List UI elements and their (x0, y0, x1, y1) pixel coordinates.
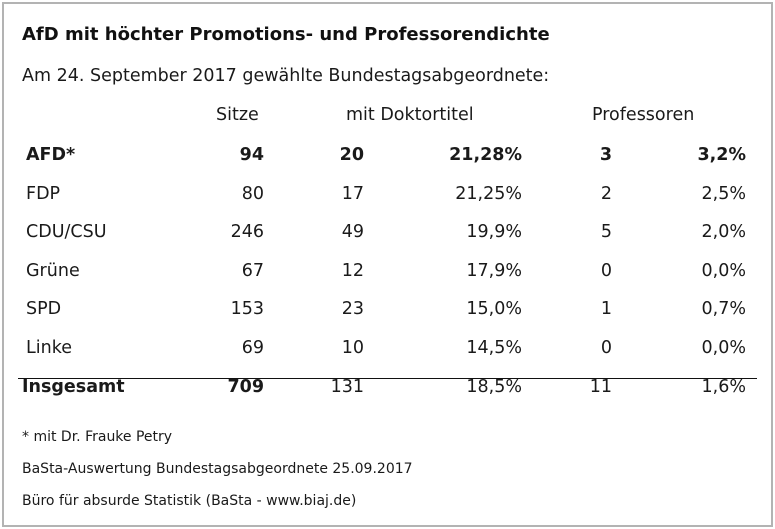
prof-pct-value: 0,7% (701, 299, 746, 319)
prof-value: 3 (599, 145, 612, 165)
total-divider (18, 378, 757, 379)
dr-value: 10 (341, 337, 364, 358)
party-name: SPD (26, 299, 62, 319)
dr-value: 20 (339, 145, 364, 165)
page-title: AfD mit höchter Promotions- und Professo… (22, 24, 550, 45)
total-dr: 131 (330, 377, 364, 397)
dr-pct-value: 14,5% (466, 337, 522, 358)
table-row: AFD* 94 20 21,28% 3 3,2% (4, 136, 771, 174)
sitze-value: 94 (239, 145, 264, 165)
dr-value: 12 (341, 260, 364, 281)
subtitle: Am 24. September 2017 gewählte Bundestag… (22, 66, 550, 86)
dr-value: 17 (341, 183, 364, 204)
sitze-value: 67 (241, 260, 264, 281)
footnote: * mit Dr. Frauke Petry (22, 429, 173, 445)
party-name: CDU/CSU (26, 222, 107, 242)
prof-value: 1 (600, 299, 612, 319)
dr-value: 49 (341, 222, 364, 242)
source-line-2: Büro für absurde Statistik (BaSta - www.… (22, 493, 357, 509)
prof-pct-value: 0,0% (701, 337, 746, 358)
sitze-value: 246 (230, 222, 264, 242)
table-row: FDP 80 17 21,25% 2 2,5% (4, 175, 771, 213)
sitze-value: 80 (241, 183, 264, 204)
party-name: Linke (26, 337, 72, 358)
prof-value: 2 (600, 183, 612, 204)
dr-pct-value: 17,9% (466, 260, 522, 281)
prof-pct-value: 2,0% (701, 222, 746, 242)
column-header-doktortitel: mit Doktortitel (346, 105, 474, 125)
table-row: CDU/CSU 246 49 19,9% 5 2,0% (4, 213, 771, 251)
column-header-professoren: Professoren (592, 105, 695, 125)
sitze-value: 69 (241, 337, 264, 358)
source-line-1: BaSta-Auswertung Bundestagsabgeordnete 2… (22, 461, 413, 477)
party-name: AFD* (26, 145, 76, 165)
dr-pct-value: 21,28% (449, 145, 522, 165)
dr-value: 23 (341, 299, 364, 319)
prof-pct-value: 3,2% (697, 145, 746, 165)
total-sitze: 709 (227, 377, 264, 397)
prof-value: 5 (600, 222, 612, 242)
party-name: FDP (26, 183, 61, 204)
total-label: Insgesamt (22, 377, 125, 397)
table-row: Linke 69 10 14,5% 0 0,0% (4, 329, 771, 367)
column-header-sitze: Sitze (216, 105, 259, 125)
total-prof-pct: 1,6% (701, 377, 746, 397)
party-name: Grüne (26, 260, 80, 281)
total-dr-pct: 18,5% (466, 377, 522, 397)
total-row: Insgesamt 709 131 18,5% 11 1,6% (4, 368, 771, 406)
dr-pct-value: 19,9% (466, 222, 522, 242)
prof-value: 0 (600, 260, 612, 281)
total-prof: 11 (589, 377, 612, 397)
prof-pct-value: 2,5% (701, 183, 746, 204)
dr-pct-value: 21,25% (455, 183, 522, 204)
table-row: Grüne 67 12 17,9% 0 0,0% (4, 252, 771, 290)
prof-pct-value: 0,0% (701, 260, 746, 281)
dr-pct-value: 15,0% (466, 299, 522, 319)
prof-value: 0 (600, 337, 612, 358)
table-row: SPD 153 23 15,0% 1 0,7% (4, 290, 771, 328)
sitze-value: 153 (230, 299, 264, 319)
